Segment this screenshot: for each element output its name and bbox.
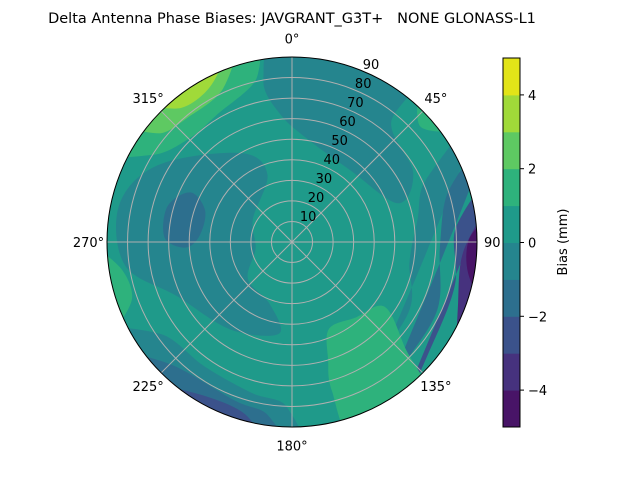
contour-region-level-1 (417, 83, 464, 132)
radial-tick-label: 10 (300, 210, 317, 225)
radial-tick-label: 80 (355, 77, 372, 92)
radial-tick-label: 40 (323, 153, 340, 168)
colorbar-label: Bias (mm) (556, 209, 571, 276)
angular-gridline-225 (160, 241, 293, 374)
polar-frame (106, 56, 478, 428)
colorbar-band (503, 353, 520, 391)
angular-tick-labels: 0°45°90°135°180°225°270°315° (73, 33, 507, 455)
colorbar-tick-label: −2 (528, 310, 547, 325)
colorbar-ticks: −4 −2 0 2 4 (520, 89, 547, 399)
angular-gridline-45 (291, 110, 424, 243)
angular-gridline-135 (291, 241, 424, 374)
colorbar-tick-label: −4 (528, 384, 547, 399)
colorbar: −4 −2 0 2 4 Bias (mm) (501, 56, 571, 430)
chart-title: Delta Antenna Phase Biases: JAVGRANT_G3T… (48, 11, 536, 27)
angular-gridline-315 (160, 110, 293, 243)
radial-tick-label: 20 (308, 191, 325, 206)
angular-tick-label: 315° (132, 92, 163, 107)
contour-region-level--1 (116, 152, 282, 336)
colorbar-band (503, 205, 520, 243)
colorbar-band (503, 131, 520, 170)
radial-tick-label: 50 (331, 134, 348, 149)
colorbar-bands (503, 58, 520, 428)
angular-tick-label: 135° (420, 380, 451, 395)
angular-tick-label: 270° (73, 236, 104, 251)
radial-tick-label: 90 (363, 58, 380, 73)
contour-region-level--3 (393, 175, 477, 427)
colorbar-tick-label: 0 (528, 237, 536, 252)
radial-tick-labels: 10 20 30 40 50 60 70 80 90 (300, 58, 379, 225)
colorbar-band (503, 316, 520, 354)
polar-grid (107, 57, 477, 427)
angular-tick-label: 180° (276, 440, 307, 455)
radial-tick-label: 70 (347, 96, 364, 111)
radial-tick-label: 30 (316, 172, 333, 187)
colorbar-band (503, 242, 520, 280)
angular-tick-label: 45° (424, 92, 447, 107)
colorbar-band (503, 58, 520, 96)
colorbar-tick-label: 4 (528, 89, 536, 104)
radial-tick-label: 60 (339, 115, 356, 130)
polar-axes: 0°45°90°135°180°225°270°315° 10203040506… (73, 33, 507, 455)
angular-tick-label: 0° (285, 33, 300, 48)
colorbar-band (503, 279, 520, 317)
colorbar-band (503, 94, 520, 133)
colorbar-band (503, 390, 520, 428)
angular-tick-label: 225° (132, 380, 163, 395)
colorbar-band (503, 168, 520, 207)
colorbar-tick-label: 2 (528, 163, 536, 178)
